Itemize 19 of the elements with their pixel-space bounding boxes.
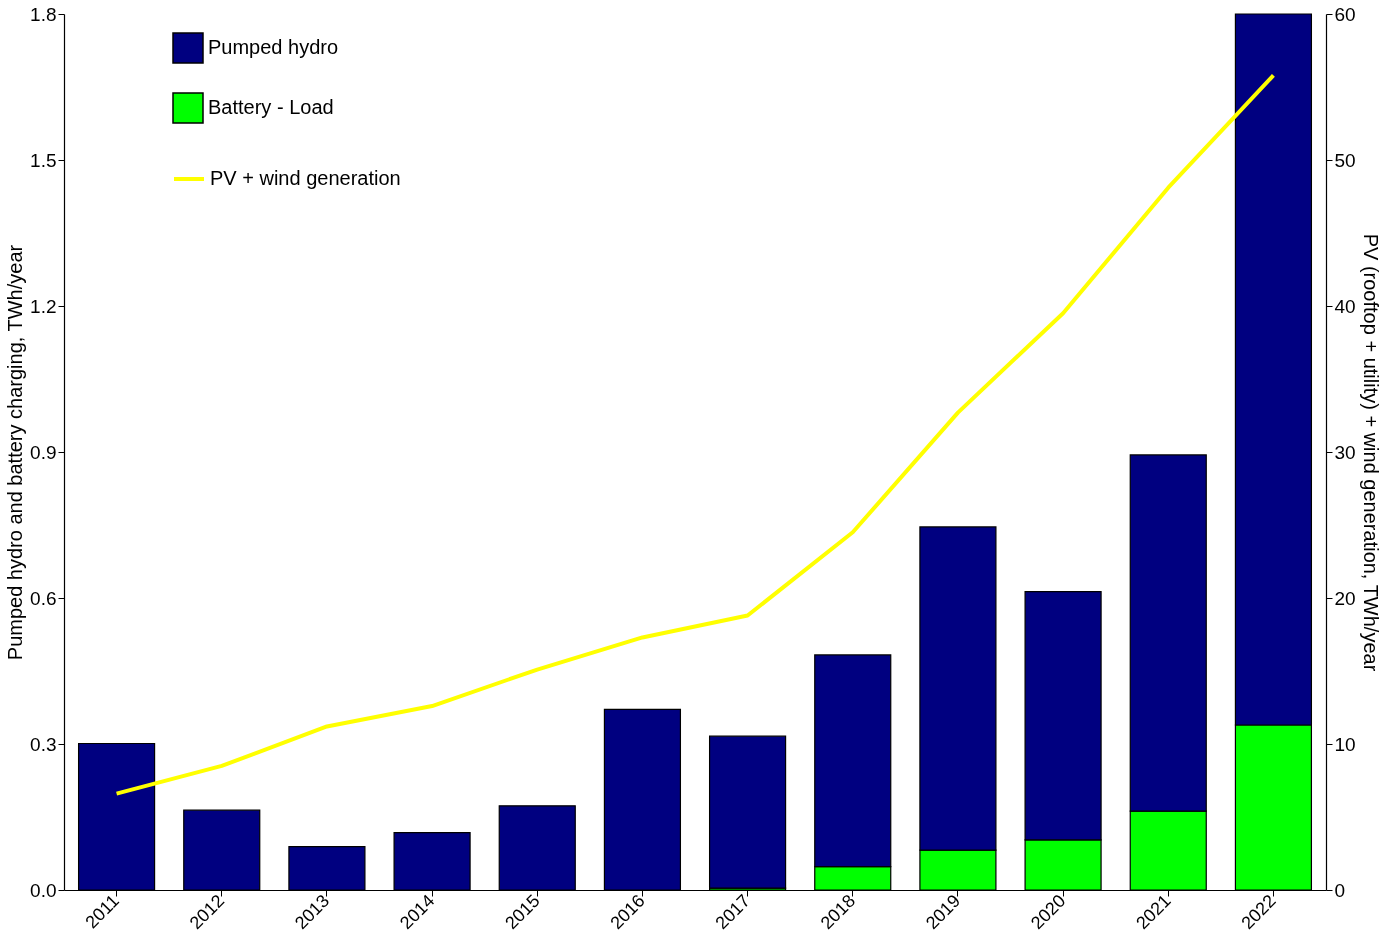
legend-label: Battery - Load <box>208 96 334 118</box>
y-tick-label: 1.8 <box>30 3 57 25</box>
y2-tick-label: 20 <box>1334 587 1356 609</box>
y-tick-label: 0.0 <box>30 879 57 901</box>
legend-label: PV + wind generation <box>210 167 401 189</box>
legend-label: Pumped hydro <box>208 36 339 58</box>
y-tick-label: 0.9 <box>30 441 57 463</box>
y2-tick-label: 40 <box>1334 295 1356 317</box>
y2-axis-title: PV (rooftop + utility) + wind generation, TWh/year <box>1359 233 1382 672</box>
y2-tick-label: 60 <box>1334 3 1356 25</box>
y-tick-label: 0.6 <box>30 587 57 609</box>
y2-tick-label: 30 <box>1334 441 1356 463</box>
y-tick-label: 0.3 <box>30 733 57 755</box>
y-axis-title: Pumped hydro and battery charging, TWh/year <box>4 244 27 661</box>
y-tick-label: 1.2 <box>30 295 57 317</box>
y2-tick-label: 0 <box>1334 879 1346 901</box>
y2-tick-label: 50 <box>1334 149 1356 171</box>
y-tick-label: 1.5 <box>30 149 57 171</box>
y2-tick-label: 10 <box>1334 733 1356 755</box>
